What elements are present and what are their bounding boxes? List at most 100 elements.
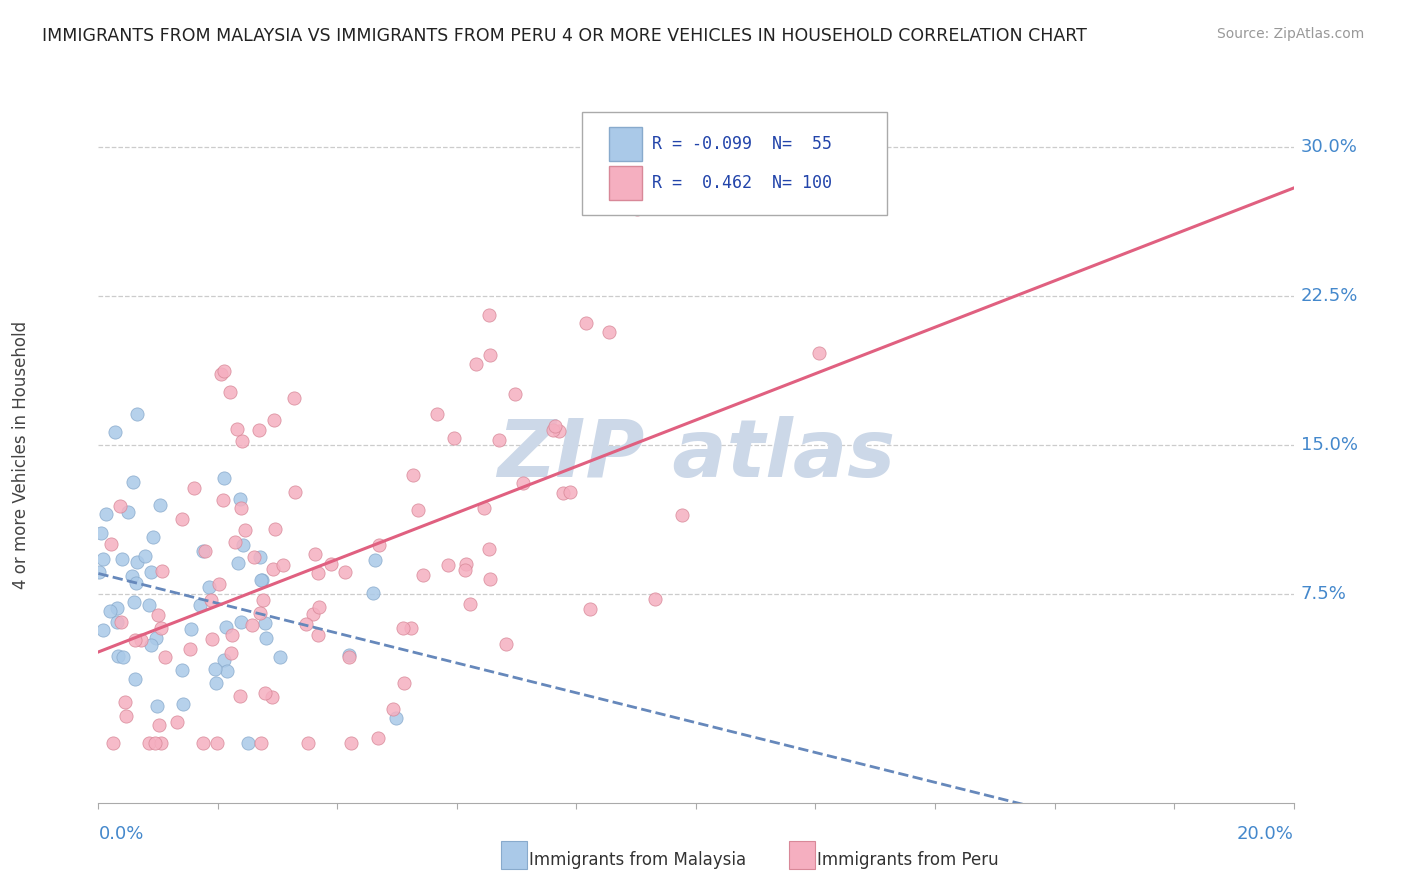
Point [91, 551, 114, 566]
Point [229, 492, 252, 507]
Point [209, 368, 232, 382]
Point [139, 565, 162, 579]
Point [478, 542, 501, 557]
Point [221, 628, 243, 642]
Point [218, 385, 240, 400]
Point [626, 202, 648, 217]
Point [249, 549, 271, 564]
Point [124, 633, 146, 648]
Point [146, 607, 169, 622]
Point [125, 407, 148, 421]
Point [226, 422, 249, 436]
Point [124, 672, 146, 686]
Point [254, 686, 277, 700]
Point [114, 695, 136, 709]
Point [204, 662, 226, 676]
Text: 30.0%: 30.0% [1301, 137, 1357, 156]
Point [191, 736, 214, 750]
Point [283, 391, 305, 405]
Point [495, 636, 517, 650]
Bar [609, 127, 643, 161]
Point [443, 431, 465, 445]
Point [215, 620, 238, 634]
Text: ZIP atlas: ZIP atlas [496, 416, 896, 494]
Point [307, 628, 329, 642]
Point [479, 572, 502, 586]
Point [91, 623, 114, 637]
Point [544, 418, 567, 433]
Point [340, 736, 363, 750]
Point [98, 604, 121, 618]
Point [304, 547, 326, 561]
Point [200, 593, 222, 607]
Point [465, 358, 488, 372]
Point [125, 575, 148, 590]
Point [503, 387, 526, 401]
Point [284, 484, 307, 499]
Point [105, 615, 128, 629]
Point [392, 676, 415, 690]
Point [214, 471, 236, 485]
Point [96, 508, 118, 522]
Point [381, 702, 404, 716]
Text: Source: ZipAtlas.com: Source: ZipAtlas.com [1216, 27, 1364, 41]
Point [129, 633, 152, 648]
Point [125, 555, 148, 569]
Point [219, 646, 242, 660]
Point [100, 537, 122, 551]
Point [150, 621, 173, 635]
Point [367, 731, 389, 745]
Point [110, 615, 132, 630]
Point [134, 549, 156, 564]
Point [211, 493, 233, 508]
Point [250, 573, 273, 587]
Text: Immigrants from Malaysia: Immigrants from Malaysia [529, 851, 745, 869]
Point [367, 537, 389, 551]
Point [308, 600, 330, 615]
Point [454, 563, 477, 577]
Point [90, 526, 112, 541]
Point [488, 433, 510, 447]
Point [115, 709, 138, 723]
Point [150, 564, 173, 578]
Point [253, 615, 276, 630]
Point [142, 530, 165, 544]
Point [146, 698, 169, 713]
Point [232, 538, 254, 552]
Point [138, 598, 160, 612]
Point [166, 714, 188, 729]
Text: 7.5%: 7.5% [1301, 585, 1347, 603]
Point [319, 558, 342, 572]
Point [575, 317, 598, 331]
Point [228, 556, 250, 570]
Point [122, 595, 145, 609]
Point [254, 631, 277, 645]
Point [105, 601, 128, 615]
Point [180, 622, 202, 636]
Point [406, 502, 429, 516]
Point [252, 592, 274, 607]
Point [543, 423, 565, 437]
Point [139, 639, 162, 653]
Point [121, 568, 143, 582]
Point [107, 649, 129, 664]
Point [238, 736, 260, 750]
Point [233, 524, 256, 538]
Point [121, 475, 143, 490]
Text: IMMIGRANTS FROM MALAYSIA VS IMMIGRANTS FROM PERU 4 OR MORE VEHICLES IN HOUSEHOLD: IMMIGRANTS FROM MALAYSIA VS IMMIGRANTS F… [42, 27, 1087, 45]
Point [194, 543, 217, 558]
Point [89, 565, 111, 579]
Text: Immigrants from Peru: Immigrants from Peru [817, 851, 998, 869]
Point [228, 689, 250, 703]
Point [548, 424, 571, 438]
Point [262, 690, 284, 704]
Text: 20.0%: 20.0% [1237, 825, 1294, 843]
Point [170, 512, 193, 526]
Point [201, 632, 224, 647]
Point [170, 663, 193, 677]
Point [148, 718, 170, 732]
Point [271, 558, 294, 572]
Text: 15.0%: 15.0% [1301, 436, 1358, 454]
Point [191, 544, 214, 558]
Point [208, 576, 231, 591]
